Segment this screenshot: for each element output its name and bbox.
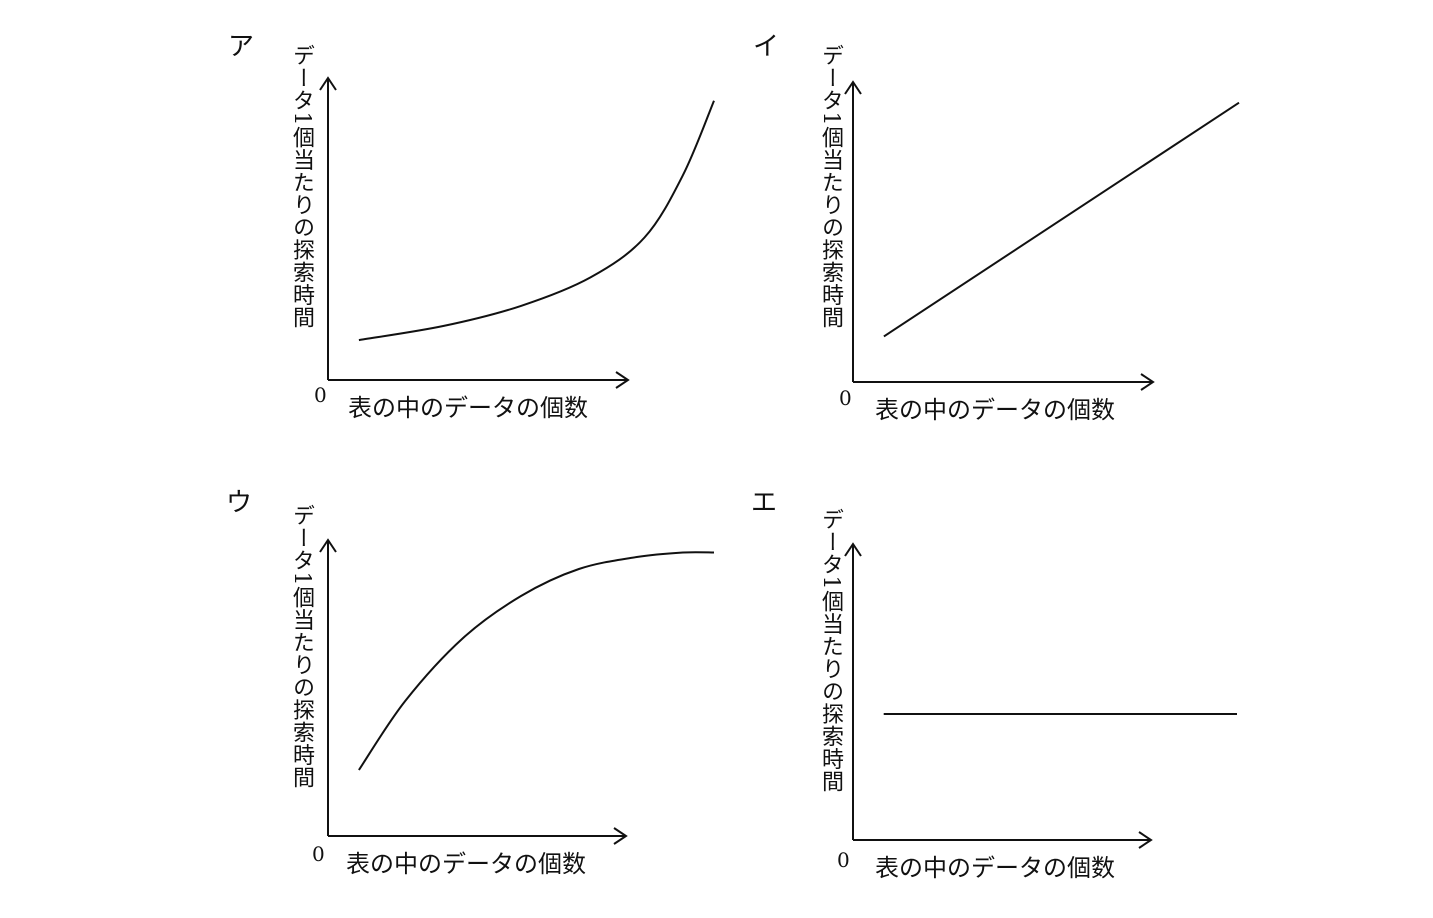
y-axis-label: データ1個当たりの探索時間 [818, 508, 843, 793]
origin-label: 0 [314, 383, 327, 407]
chart-plot-area [319, 538, 715, 845]
chart-plot-area [844, 542, 1237, 849]
x-axis-label: 表の中のデータの個数 [875, 396, 1115, 424]
y-axis-arrow [844, 80, 862, 95]
x-axis-arrow [1138, 831, 1153, 849]
series-line [358, 100, 715, 342]
origin-label: 0 [839, 386, 852, 410]
y-axis-label: データ1個当たりの探索時間 [289, 504, 314, 789]
chart-plot-area [844, 80, 1240, 391]
x-axis-label: 表の中のデータの個数 [346, 850, 586, 878]
chart-panel-u: ウ データ1個当たりの探索時間 0 表の中のデータの個数 [220, 478, 920, 918]
chart-panel-i: イ データ1個当たりの探索時間 0 表の中のデータの個数 [745, 20, 1433, 460]
x-axis-arrow [613, 827, 628, 845]
y-axis-arrow [844, 542, 862, 557]
x-axis-label: 表の中のデータの個数 [875, 854, 1115, 882]
y-axis-label: データ1個当たりの探索時間 [289, 44, 314, 329]
panel-label: ウ [226, 488, 253, 518]
x-axis-label: 表の中のデータの個数 [348, 394, 588, 422]
panel-label: イ [753, 32, 780, 62]
panel-label: エ [751, 488, 778, 518]
series-line [883, 101, 1240, 338]
origin-label: 0 [837, 848, 850, 872]
y-axis-label: データ1個当たりの探索時間 [818, 44, 843, 329]
x-axis-arrow [1140, 373, 1155, 391]
panel-label: ア [228, 32, 255, 62]
origin-label: 0 [312, 842, 325, 866]
chart-panel-a: ア データ1個当たりの探索時間 0 表の中のデータの個数 [220, 20, 920, 460]
y-axis-arrow [319, 538, 337, 553]
series-line [358, 551, 715, 771]
y-axis-arrow [319, 76, 337, 91]
chart-panel-e: エ データ1個当たりの探索時間 0 表の中のデータの個数 [745, 478, 1433, 918]
chart-plot-area [319, 76, 715, 389]
x-axis-arrow [615, 371, 630, 389]
